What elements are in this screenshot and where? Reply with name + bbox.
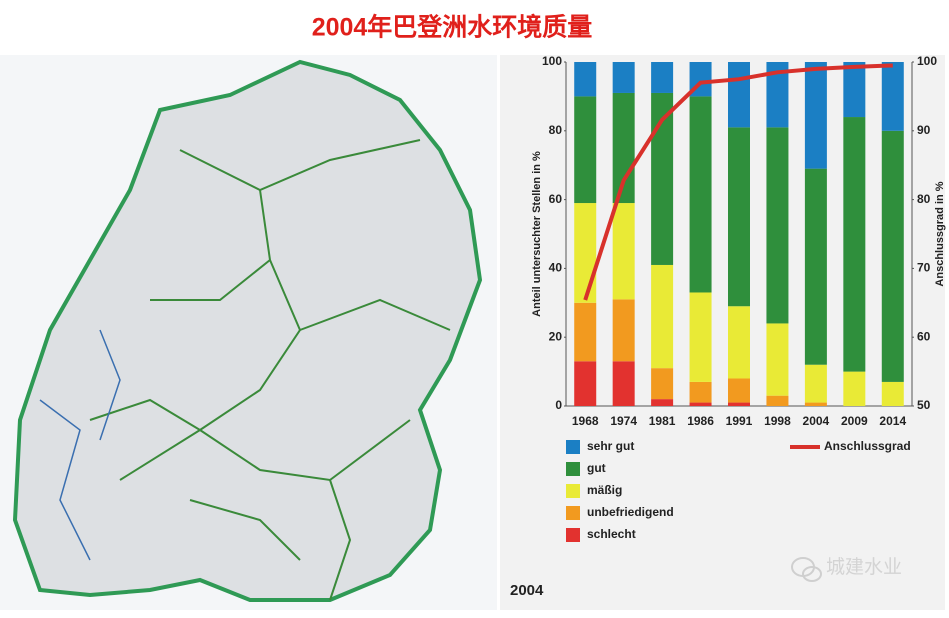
bar-segment (881, 62, 904, 131)
x-tick-label: 2004 (803, 414, 830, 428)
x-tick-label: 2014 (879, 414, 906, 428)
bar-segment (843, 117, 866, 372)
bar-segment (612, 299, 635, 362)
bar-segment (881, 381, 904, 406)
bar-segment (689, 402, 712, 406)
legend-swatch (566, 462, 580, 476)
bar-segment (728, 62, 750, 128)
bar-segment (612, 92, 635, 204)
bar-segment (689, 96, 712, 293)
y2-tick-label: 90 (917, 123, 931, 137)
bar-segment (804, 168, 827, 365)
bar-segment (574, 62, 597, 97)
bar-segment (574, 203, 597, 303)
legend-label: sehr gut (587, 439, 634, 453)
bar-segment (881, 130, 904, 382)
y2-tick-label: 80 (917, 192, 931, 206)
bar-segment (689, 381, 712, 403)
bar-segment (728, 306, 750, 379)
rivers-blue (39, 329, 121, 561)
page-title: 2004年巴登洲水环境质量 (312, 13, 593, 42)
y2-tick-label: 100 (917, 54, 937, 68)
y-axis-title: Anteil untersuchter Stellen in % (531, 151, 543, 317)
bar-segment (728, 378, 750, 403)
legend-label: schlecht (587, 527, 636, 541)
bar-segment (612, 203, 635, 300)
legend-label: mäßig (587, 483, 622, 497)
bar-segment (612, 62, 635, 93)
legend-swatch (566, 440, 580, 454)
bar-segment (804, 62, 827, 169)
bar-segment (804, 364, 827, 403)
bar-segment (651, 92, 674, 265)
y2-tick-label: 70 (917, 261, 931, 275)
bar-segment (574, 361, 597, 406)
rivers (89, 139, 451, 601)
bar-segment (574, 302, 597, 362)
y2-tick-label: 60 (917, 329, 931, 343)
y-tick-label: 60 (549, 192, 563, 206)
legend-swatch (566, 506, 580, 520)
y2-tick-label: 50 (917, 398, 931, 412)
x-tick-label: 1981 (649, 414, 676, 428)
y-tick-label: 40 (549, 261, 563, 275)
bar-segment (728, 127, 750, 307)
y-tick-label: 20 (549, 329, 563, 343)
watermark-icon (791, 557, 822, 582)
bar-segment (728, 402, 750, 406)
bar-segment (651, 399, 674, 406)
legend-label: unbefriedigend (587, 505, 674, 519)
legend-label: Anschlussgrad (824, 439, 911, 453)
x-tick-label: 2009 (841, 414, 868, 428)
bar-segment (766, 127, 789, 324)
y-tick-label: 100 (542, 54, 562, 68)
x-tick-label: 1968 (572, 414, 599, 428)
y-tick-label: 0 (555, 398, 562, 412)
watermark: 城建水业 (826, 556, 902, 578)
x-tick-label: 1998 (764, 414, 791, 428)
chart-background (500, 55, 945, 610)
bar-segment (843, 371, 866, 406)
bar-segment (843, 62, 866, 118)
bar-segment (612, 361, 635, 406)
bar-segment (651, 368, 674, 400)
y-tick-label: 80 (549, 123, 563, 137)
bar-segment (804, 402, 827, 406)
bar-segment (651, 264, 674, 369)
legend-label: gut (587, 461, 606, 475)
map-region (12, 59, 483, 602)
line (583, 63, 893, 301)
bar-segment (766, 323, 789, 396)
x-tick-label: 1974 (610, 414, 637, 428)
map (0, 55, 497, 610)
x-tick-label: 1991 (726, 414, 753, 428)
annotation: 2004 (510, 582, 544, 599)
bar-segment (651, 62, 674, 93)
legend-swatch (566, 528, 580, 542)
bar-segment (766, 62, 789, 128)
legend-swatch (566, 484, 580, 498)
bar-segment (574, 96, 597, 204)
bar-segment (689, 292, 712, 382)
y2-axis-title: Anschlussgrad in % (934, 181, 946, 286)
x-tick-label: 1986 (687, 414, 714, 428)
bar-segment (766, 395, 789, 406)
